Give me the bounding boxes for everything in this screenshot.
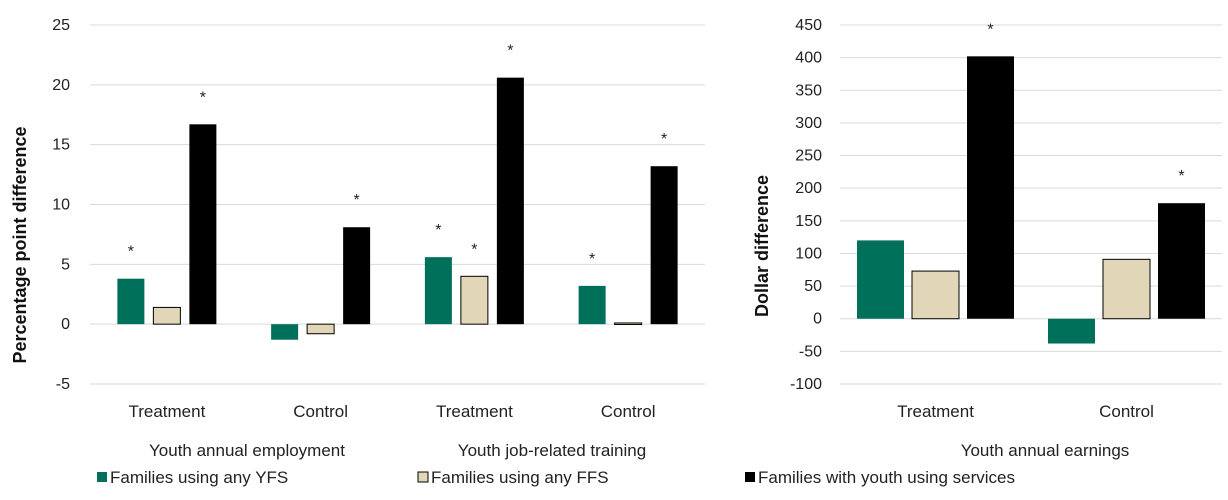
x-category-label: Treatment	[128, 402, 205, 421]
significance-marker: *	[589, 251, 595, 268]
y-tick-label: 200	[795, 180, 822, 197]
significance-marker: *	[435, 222, 441, 239]
significance-marker: *	[200, 89, 206, 106]
bar	[578, 285, 606, 325]
bar	[152, 306, 181, 325]
earnings-chart: -100 -50 0 50 100 150 200 250 300 350 400 450 Dollar…	[752, 17, 1222, 460]
significance-marker: *	[471, 241, 477, 258]
bar	[343, 227, 371, 325]
x-group-label: Youth job-related training	[458, 441, 646, 460]
legend-label: Families using any YFS	[110, 468, 288, 487]
legend: Families using any YFS Families using any…	[97, 468, 1015, 487]
y-tick-label: -50	[799, 343, 822, 360]
x-category-label: Treatment	[436, 402, 513, 421]
y-tick-label: 150	[795, 213, 822, 230]
bar	[911, 270, 960, 320]
x-category-label: Control	[1099, 402, 1154, 421]
bar	[424, 257, 452, 325]
legend-swatch	[745, 472, 755, 482]
y-tick-label: 0	[61, 316, 70, 333]
significance-marker: *	[128, 244, 134, 261]
x-category-label: Control	[601, 402, 656, 421]
x-group-label: Youth annual employment	[149, 441, 345, 460]
y-tick-label: 400	[795, 50, 822, 67]
y-tick-label: 10	[52, 197, 70, 214]
employment-training-chart: -5 0 5 10 15 20 25 Percentage point difference *…	[10, 17, 705, 460]
y-tick-label: 20	[52, 77, 70, 94]
bar	[496, 77, 524, 325]
y-axis-title: Percentage point difference	[10, 126, 30, 363]
legend-label: Families with youth using services	[758, 468, 1015, 487]
bar	[117, 278, 145, 325]
legend-swatch	[97, 472, 107, 482]
legend-swatch	[417, 471, 429, 483]
bar	[306, 323, 335, 335]
bar	[1102, 258, 1151, 320]
y-axis-title: Dollar difference	[752, 175, 772, 317]
x-category-label: Control	[293, 402, 348, 421]
bar	[967, 56, 1014, 319]
significance-marker: *	[987, 21, 993, 38]
significance-marker: *	[661, 131, 667, 148]
y-tick-label: 100	[795, 245, 822, 262]
significance-marker: *	[507, 43, 513, 60]
significance-marker: *	[354, 192, 360, 209]
legend-label: Families using any FFS	[431, 468, 609, 487]
bar	[650, 166, 678, 325]
y-tick-label: 50	[804, 278, 822, 295]
y-tick-label: 0	[813, 311, 822, 328]
y-tick-label: 15	[52, 137, 70, 154]
bar	[189, 124, 217, 325]
y-tick-label: -5	[56, 376, 70, 393]
bar	[460, 275, 489, 325]
y-tick-label: 450	[795, 17, 822, 34]
bar	[1048, 318, 1095, 344]
significance-marker: *	[1178, 168, 1184, 185]
y-tick-label: 250	[795, 148, 822, 165]
y-tick-label: 5	[61, 256, 70, 273]
bar	[857, 240, 904, 319]
x-group-label: Youth annual earnings	[961, 441, 1130, 460]
y-tick-label: 25	[52, 17, 70, 34]
x-category-label: Treatment	[897, 402, 974, 421]
y-tick-label: 350	[795, 82, 822, 99]
bar	[614, 322, 643, 325]
y-tick-label: 300	[795, 115, 822, 132]
bar	[1158, 203, 1205, 319]
y-tick-label: -100	[790, 376, 822, 393]
bar	[271, 324, 299, 340]
